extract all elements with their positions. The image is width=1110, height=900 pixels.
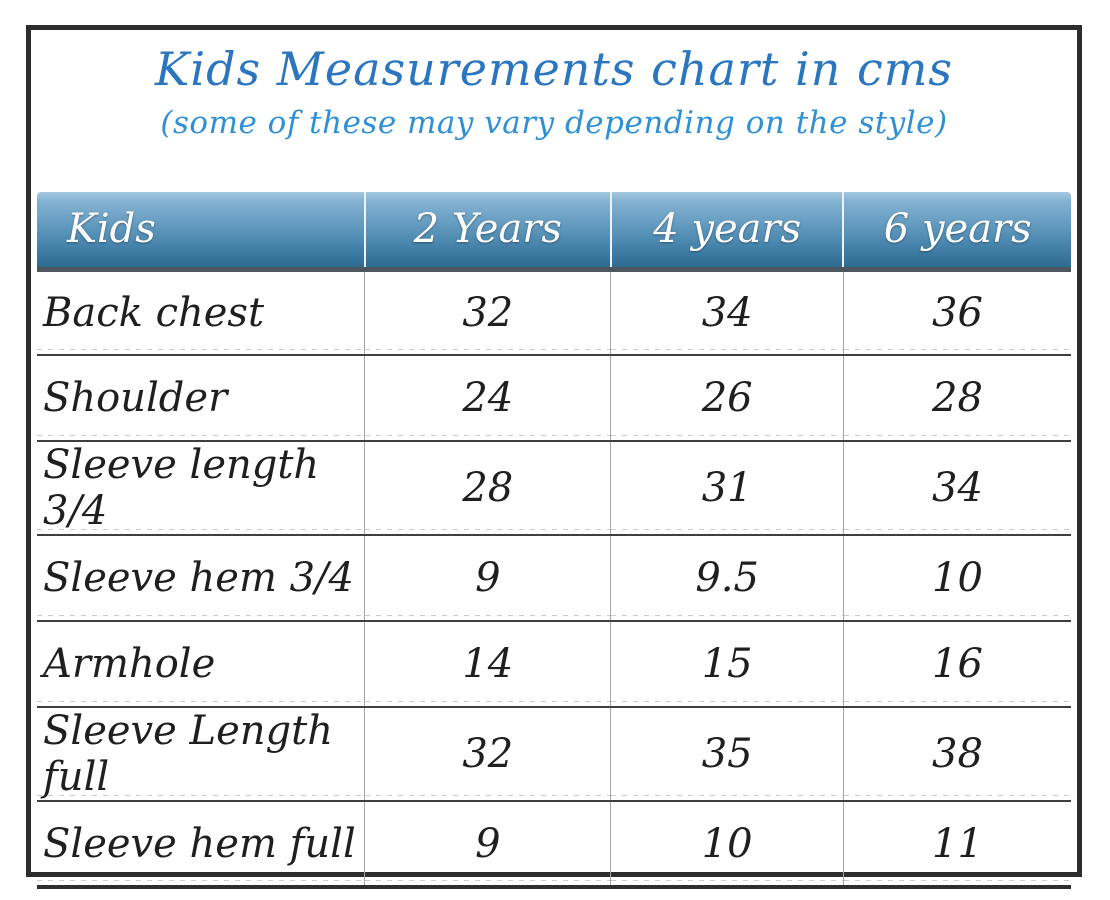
measurements-table: Kids 2 Years 4 years 6 years Back chest …	[37, 192, 1071, 889]
table-wrap: Kids 2 Years 4 years 6 years Back chest …	[37, 192, 1071, 889]
cell-value: 28	[364, 441, 611, 536]
cell-value: 9	[364, 535, 611, 622]
cell-value: 16	[842, 621, 1071, 708]
row-label: Shoulder	[37, 355, 365, 442]
cell-value: 35	[610, 707, 844, 802]
cell-value: 24	[364, 355, 611, 442]
table-row-sleeve-hem-34: Sleeve hem 3/4 9 9.5 10	[37, 535, 1071, 622]
page-title: Kids Measurements chart in cms	[155, 42, 953, 96]
table-row-shoulder: Shoulder 24 26 28	[37, 355, 1071, 442]
table-row-sleeve-hem-full: Sleeve hem full 9 10 11	[37, 801, 1071, 889]
page-subtitle: (some of these may vary depending on the…	[160, 105, 948, 141]
header-row: Kids 2 Years 4 years 6 years	[37, 192, 1071, 272]
header-cell-2-years: 2 Years	[363, 192, 611, 272]
chart-frame: Kids Measurements chart in cms (some of …	[26, 25, 1082, 889]
table-row-sleeve-length-full: Sleeve Length full 32 35 38	[37, 707, 1071, 802]
cell-value: 32	[364, 269, 611, 356]
cell-value: 10	[842, 535, 1071, 622]
table-row-back-chest: Back chest 32 34 36	[37, 269, 1071, 356]
cell-value: 9	[364, 801, 611, 889]
row-label: Back chest	[37, 269, 365, 356]
row-label: Armhole	[37, 621, 365, 708]
title-block: Kids Measurements chart in cms (some of …	[31, 30, 1077, 146]
row-label: Sleeve hem 3/4	[37, 535, 365, 622]
cell-value: 14	[364, 621, 611, 708]
header-cell-4-years: 4 years	[609, 192, 844, 272]
cell-value: 31	[610, 441, 844, 536]
cell-value: 34	[842, 441, 1071, 536]
header-cell-kids: Kids	[37, 192, 365, 272]
cell-value: 34	[610, 269, 844, 356]
cell-value: 32	[364, 707, 611, 802]
cell-value: 28	[842, 355, 1071, 442]
cell-value: 10	[610, 801, 844, 889]
table-row-armhole: Armhole 14 15 16	[37, 621, 1071, 708]
header-cell-6-years: 6 years	[842, 192, 1071, 272]
table-row-sleeve-length-34: Sleeve length 3/4 28 31 34	[37, 441, 1071, 536]
row-label: Sleeve Length full	[37, 707, 365, 802]
cell-value: 38	[842, 707, 1071, 802]
row-label: Sleeve length 3/4	[37, 441, 365, 536]
cell-value: 11	[842, 801, 1071, 889]
cell-value: 36	[842, 269, 1071, 356]
cell-value: 15	[610, 621, 844, 708]
row-label: Sleeve hem full	[37, 801, 365, 889]
cell-value: 9.5	[610, 535, 844, 622]
cell-value: 26	[610, 355, 844, 442]
